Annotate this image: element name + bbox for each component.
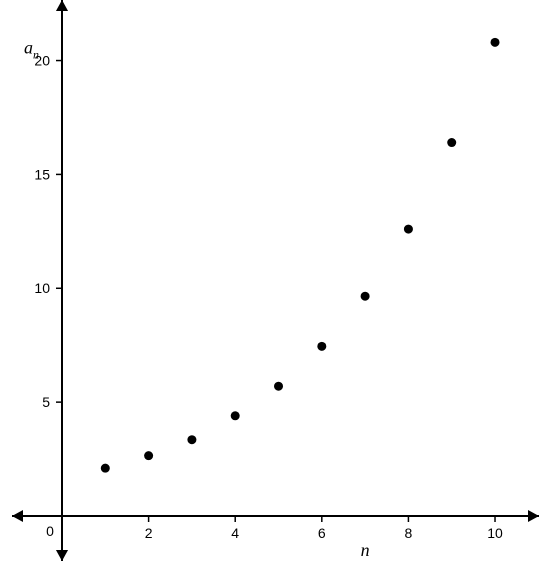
axis-arrowhead	[12, 510, 23, 522]
data-point	[274, 382, 283, 391]
data-point	[187, 435, 196, 444]
data-point	[447, 138, 456, 147]
origin-label: 0	[46, 523, 54, 539]
data-point	[317, 342, 326, 351]
data-point	[101, 464, 110, 473]
data-point	[491, 38, 500, 47]
y-tick-label: 10	[34, 280, 50, 296]
sequence-scatter-chart: 24681051015200ann	[0, 0, 551, 576]
x-tick-label: 2	[145, 525, 153, 541]
x-tick-label: 10	[487, 525, 503, 541]
axis-arrowhead	[56, 0, 68, 11]
x-tick-label: 8	[405, 525, 413, 541]
axis-arrowhead	[528, 510, 539, 522]
data-point	[144, 451, 153, 460]
x-tick-label: 6	[318, 525, 326, 541]
chart-svg: 24681051015200ann	[0, 0, 551, 576]
y-tick-label: 5	[42, 394, 50, 410]
x-tick-label: 4	[231, 525, 239, 541]
data-point	[404, 225, 413, 234]
data-point	[231, 411, 240, 420]
x-axis-label: n	[361, 540, 370, 560]
axis-arrowhead	[56, 550, 68, 561]
y-tick-label: 15	[34, 166, 50, 182]
data-point	[361, 292, 370, 301]
y-axis-label: an	[24, 38, 39, 62]
